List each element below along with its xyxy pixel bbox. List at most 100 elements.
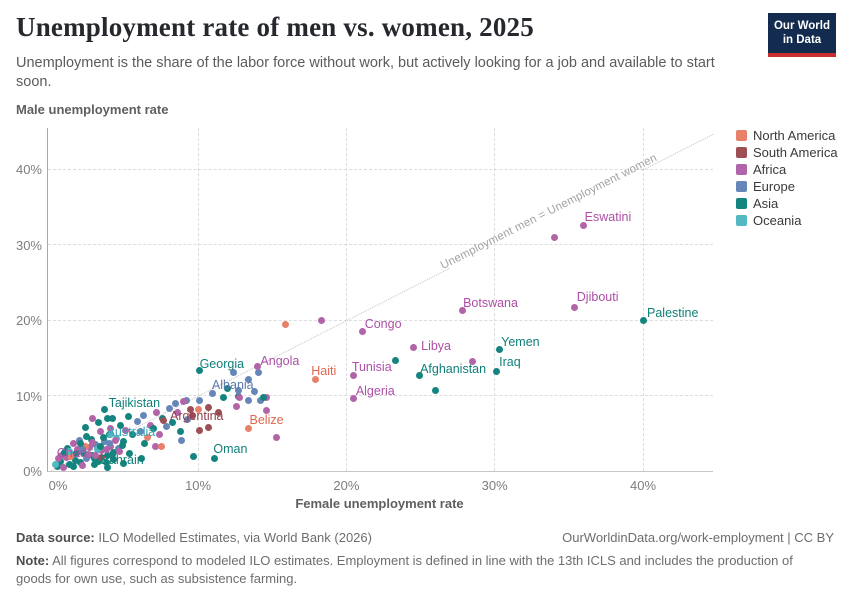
data-point[interactable] (157, 443, 165, 451)
data-point[interactable] (204, 404, 212, 412)
data-point[interactable] (163, 423, 171, 430)
data-point[interactable] (172, 399, 180, 407)
data-point[interactable] (415, 372, 423, 380)
country-label[interactable]: Congo (364, 316, 402, 331)
data-point[interactable] (81, 442, 89, 450)
country-label[interactable]: Libya (421, 339, 452, 354)
data-point[interactable] (107, 430, 115, 438)
data-point[interactable] (95, 419, 103, 427)
data-point[interactable] (196, 426, 204, 434)
data-point[interactable] (101, 438, 109, 446)
country-label[interactable]: Palestine (647, 306, 699, 321)
data-point[interactable] (156, 430, 164, 438)
data-point[interactable] (89, 415, 97, 423)
data-point[interactable] (311, 375, 319, 383)
data-point[interactable] (72, 450, 80, 458)
country-label[interactable]: Angola (260, 353, 300, 368)
data-point[interactable] (188, 412, 196, 420)
data-point[interactable] (102, 445, 110, 453)
country-label[interactable]: Chad (56, 446, 87, 461)
data-point[interactable] (95, 457, 103, 465)
data-point[interactable] (110, 456, 118, 464)
data-point[interactable] (245, 425, 253, 433)
data-point[interactable] (550, 233, 558, 241)
owid-logo[interactable]: Our World in Data (768, 13, 836, 57)
data-point[interactable] (81, 423, 89, 431)
data-point[interactable] (166, 404, 174, 412)
data-point[interactable] (70, 462, 78, 470)
data-point[interactable] (639, 316, 647, 324)
data-point[interactable] (178, 436, 186, 444)
country-label[interactable]: Albania (211, 378, 254, 393)
data-point[interactable] (104, 414, 112, 422)
data-point[interactable] (492, 367, 500, 375)
data-point[interactable] (234, 386, 242, 394)
data-point[interactable] (153, 408, 161, 416)
data-point[interactable] (173, 409, 181, 417)
data-point[interactable] (317, 316, 325, 324)
data-point[interactable] (187, 405, 195, 413)
data-point[interactable] (78, 462, 86, 470)
data-point[interactable] (92, 441, 100, 449)
data-point[interactable] (84, 450, 92, 458)
data-point[interactable] (65, 460, 73, 468)
data-point[interactable] (89, 438, 97, 446)
data-point[interactable] (138, 454, 146, 462)
data-point[interactable] (144, 433, 152, 441)
data-point[interactable] (74, 446, 82, 454)
data-point[interactable] (105, 439, 113, 447)
data-point[interactable] (104, 451, 112, 459)
country-label[interactable]: Argentina (169, 409, 224, 424)
data-point[interactable] (98, 453, 106, 461)
data-point[interactable] (108, 415, 116, 423)
data-point[interactable] (120, 438, 128, 446)
data-point[interactable] (409, 343, 417, 351)
data-point[interactable] (262, 407, 270, 415)
data-point[interactable] (92, 451, 100, 459)
country-label[interactable]: Djibouti (576, 290, 619, 305)
data-point[interactable] (108, 450, 116, 458)
country-label[interactable]: Bahrain (100, 452, 144, 467)
data-point[interactable] (56, 458, 64, 466)
data-point[interactable] (431, 386, 439, 394)
data-point[interactable] (71, 456, 79, 464)
data-point[interactable] (150, 424, 158, 432)
country-label[interactable]: Yemen (501, 334, 540, 349)
data-point[interactable] (62, 453, 70, 461)
legend-item[interactable]: Asia (736, 196, 838, 211)
data-point[interactable] (176, 428, 184, 436)
data-point[interactable] (209, 389, 217, 397)
data-point[interactable] (273, 433, 281, 441)
data-point[interactable] (282, 321, 290, 329)
data-point[interactable] (391, 356, 399, 364)
country-label[interactable]: Belize (249, 412, 284, 427)
data-point[interactable] (99, 434, 107, 442)
country-label[interactable]: Tunisia (351, 359, 392, 374)
data-point[interactable] (224, 384, 232, 392)
data-point[interactable] (98, 447, 106, 455)
data-point[interactable] (101, 406, 109, 414)
data-point[interactable] (78, 445, 86, 453)
legend-item[interactable]: South America (736, 145, 838, 160)
data-point[interactable] (133, 417, 141, 425)
data-point[interactable] (458, 306, 466, 314)
data-point[interactable] (194, 406, 202, 414)
country-label[interactable]: Iraq (499, 355, 521, 370)
data-point[interactable] (169, 419, 177, 427)
data-point[interactable] (571, 303, 579, 311)
data-point[interactable] (59, 464, 67, 472)
data-point[interactable] (116, 447, 123, 455)
data-point[interactable] (190, 453, 198, 461)
data-point[interactable] (468, 358, 476, 366)
data-point[interactable] (65, 447, 73, 455)
data-point[interactable] (70, 440, 78, 448)
data-point[interactable] (245, 396, 253, 404)
data-point[interactable] (83, 454, 91, 462)
data-point[interactable] (350, 395, 358, 403)
data-point[interactable] (359, 328, 367, 335)
country-label[interactable]: Botswana (463, 296, 518, 311)
data-point[interactable] (111, 436, 119, 444)
data-point[interactable] (61, 448, 69, 456)
data-point[interactable] (96, 428, 104, 436)
data-point[interactable] (67, 453, 75, 461)
